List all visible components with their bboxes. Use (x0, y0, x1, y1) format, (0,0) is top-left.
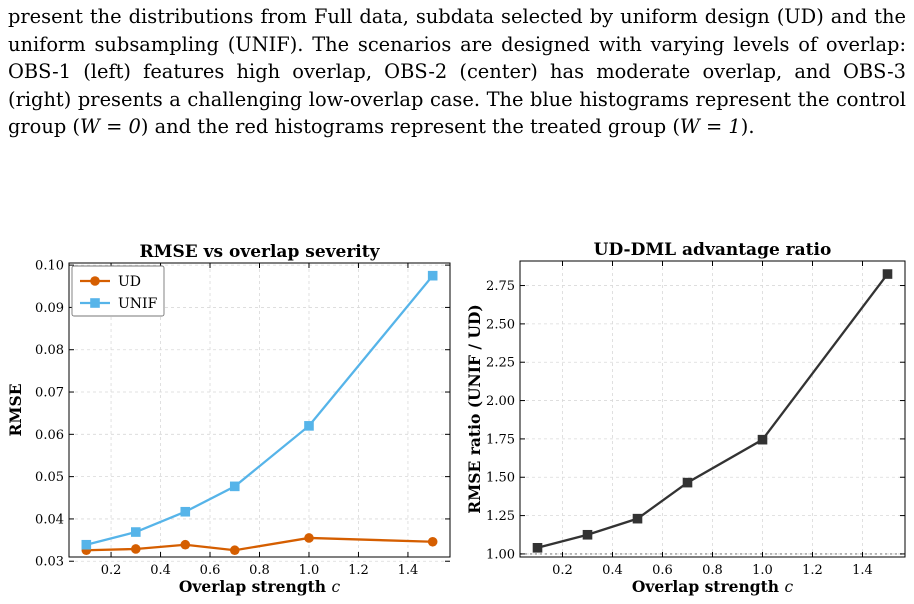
y-axis-label: RMSE (6, 383, 25, 436)
y-tick-label-7: 2.75 (486, 279, 515, 294)
x-axis-label: Overlap strength c (179, 577, 341, 596)
x-tick-label-0: 0.2 (552, 563, 573, 578)
chart-rmse: 0.2 0.4 0.6 0.8 1.0 1.2 1.4 0.03 0.04 0.05 0.06 0.0… (6, 242, 451, 596)
series-0-point-2 (632, 513, 643, 524)
y-tick-label-7: 0.10 (35, 259, 64, 274)
series-0-point-1 (130, 544, 141, 554)
x-tick-label-3: 0.8 (702, 563, 723, 578)
legend-marker-0 (90, 276, 100, 286)
caption-math-treated: W = 1 (679, 115, 741, 139)
series-line-0 (537, 273, 889, 549)
y-tick-label-3: 0.06 (35, 428, 64, 443)
series-0-point-4 (304, 533, 314, 543)
series-1-point-4 (304, 421, 314, 431)
y-tick-label-4: 2.00 (486, 394, 515, 409)
series-1-point-0 (81, 539, 92, 550)
y-tick-label-6: 0.09 (35, 301, 64, 316)
x-tick-label-3: 0.8 (249, 563, 270, 578)
series-1-point-5 (427, 270, 438, 281)
x-tick-label-1: 0.4 (602, 563, 623, 578)
series-0-point-3 (682, 477, 693, 488)
series-1-point-2 (180, 506, 191, 517)
figure: 0.2 0.4 0.6 0.8 1.0 1.2 1.4 0.03 0.04 0.05 0.06 0.0… (0, 230, 914, 604)
caption-text-3: ). (740, 115, 755, 139)
x-tick-label-1: 0.4 (150, 563, 171, 578)
y-axis-label: RMSE ratio (UNIF / UD) (465, 304, 484, 513)
x-tick-label-5: 1.2 (802, 563, 823, 578)
caption-text-1: present the distributions from Full data… (8, 5, 906, 139)
x-tick-label-0: 0.2 (101, 563, 122, 578)
y-tick-label-0: 1.00 (486, 547, 515, 562)
series-1-point-3 (229, 481, 240, 492)
series-1-point-1 (130, 527, 141, 537)
x-tick-label-6: 1.4 (852, 563, 873, 578)
series-line-0 (86, 536, 433, 552)
chart-ratio: 0.2 0.4 0.6 0.8 1.0 1.2 1.4 1.00 1.25 1.50 1.75 2.0… (465, 240, 906, 596)
x-tick-label-2: 0.6 (200, 563, 221, 578)
series-0-point-3 (229, 545, 240, 556)
y-tick-label-2: 1.50 (486, 471, 515, 486)
legend-label-0: UD (118, 274, 141, 290)
y-tick-label-1: 1.25 (486, 509, 515, 524)
x-tick-label-5: 1.2 (348, 563, 369, 578)
x-axis-label: Overlap strength c (632, 577, 794, 596)
x-tick-label-4: 1.0 (299, 563, 320, 578)
y-tick-label-6: 2.50 (486, 317, 515, 332)
caption-math-control: W = 0 (80, 115, 141, 139)
y-tick-label-4: 0.07 (35, 386, 64, 401)
y-tick-label-3: 1.75 (486, 432, 515, 447)
y-tick-label-5: 2.25 (486, 356, 515, 371)
series-0-point-4 (757, 434, 768, 445)
chart-title: RMSE vs overlap severity (140, 242, 381, 262)
series-line-1 (86, 274, 434, 546)
y-tick-label-5: 0.08 (35, 343, 64, 358)
figure-svg: 0.2 0.4 0.6 0.8 1.0 1.2 1.4 0.03 0.04 0.05 0.06 0.0… (6, 240, 906, 596)
figure-caption: present the distributions from Full data… (8, 3, 906, 141)
series-0-point-2 (180, 539, 191, 550)
y-tick-label-2: 0.05 (35, 470, 64, 485)
chart-title: UD-DML advantage ratio (594, 240, 832, 260)
x-tick-label-6: 1.4 (398, 563, 419, 578)
y-tick-label-1: 0.04 (35, 512, 64, 527)
legend-marker-1 (90, 298, 100, 308)
caption-text-2: ) and the red histograms represent the t… (140, 115, 680, 139)
x-tick-label-4: 1.0 (752, 563, 773, 578)
y-tick-label-0: 0.03 (35, 555, 64, 570)
series-0-point-5 (882, 269, 893, 279)
x-tick-label-2: 0.6 (652, 563, 673, 578)
series-0-point-5 (427, 536, 438, 547)
series-0-point-1 (582, 529, 593, 540)
series-0-point-0 (532, 542, 543, 553)
legend-label-1: UNIF (118, 296, 158, 312)
